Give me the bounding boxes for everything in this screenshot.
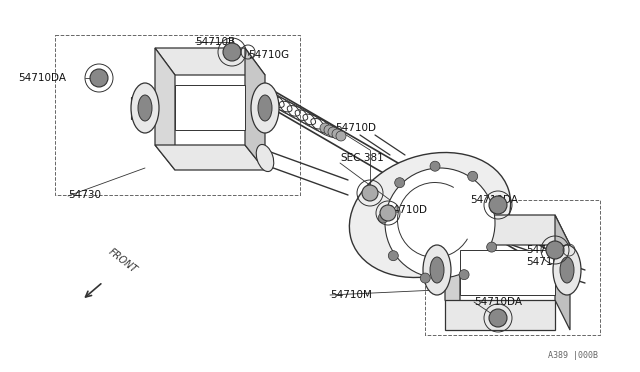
Text: 54710B: 54710B bbox=[195, 37, 235, 47]
Text: 54710M: 54710M bbox=[330, 290, 372, 300]
Polygon shape bbox=[155, 48, 175, 170]
Ellipse shape bbox=[349, 153, 511, 278]
Circle shape bbox=[336, 131, 346, 141]
Ellipse shape bbox=[138, 95, 152, 121]
Text: 54710D: 54710D bbox=[386, 205, 427, 215]
Text: 54710G: 54710G bbox=[526, 245, 567, 255]
Text: 54710G: 54710G bbox=[248, 50, 289, 60]
Circle shape bbox=[489, 196, 507, 214]
Circle shape bbox=[362, 185, 378, 201]
Text: 54730: 54730 bbox=[68, 190, 101, 200]
Circle shape bbox=[430, 161, 440, 171]
Polygon shape bbox=[555, 215, 570, 330]
Text: A389 |000B: A389 |000B bbox=[548, 351, 598, 360]
Ellipse shape bbox=[385, 168, 495, 278]
Text: 54710DA: 54710DA bbox=[18, 73, 66, 83]
Circle shape bbox=[388, 251, 398, 261]
Polygon shape bbox=[445, 215, 460, 330]
Text: 54710B: 54710B bbox=[526, 257, 566, 267]
Circle shape bbox=[395, 178, 404, 188]
Circle shape bbox=[490, 203, 500, 213]
Polygon shape bbox=[155, 145, 265, 170]
Circle shape bbox=[546, 241, 564, 259]
Circle shape bbox=[90, 69, 108, 87]
Circle shape bbox=[459, 270, 469, 280]
Ellipse shape bbox=[423, 245, 451, 295]
Circle shape bbox=[489, 309, 507, 327]
Text: 54710D: 54710D bbox=[335, 123, 376, 133]
Ellipse shape bbox=[430, 257, 444, 283]
Circle shape bbox=[380, 205, 396, 221]
Text: 54710DA: 54710DA bbox=[474, 297, 522, 307]
Ellipse shape bbox=[256, 144, 274, 171]
Polygon shape bbox=[460, 250, 555, 295]
Polygon shape bbox=[445, 215, 570, 245]
Ellipse shape bbox=[553, 245, 581, 295]
Polygon shape bbox=[445, 300, 555, 330]
Text: SEC.381: SEC.381 bbox=[340, 153, 384, 163]
Polygon shape bbox=[175, 85, 245, 130]
Circle shape bbox=[378, 213, 388, 223]
Circle shape bbox=[223, 43, 241, 61]
Circle shape bbox=[328, 127, 338, 137]
Circle shape bbox=[486, 242, 497, 252]
Circle shape bbox=[324, 125, 334, 135]
Circle shape bbox=[320, 123, 330, 133]
Circle shape bbox=[420, 273, 430, 283]
Ellipse shape bbox=[251, 83, 279, 133]
Polygon shape bbox=[245, 48, 265, 170]
Ellipse shape bbox=[258, 95, 272, 121]
Text: 54710DA: 54710DA bbox=[470, 195, 518, 205]
Ellipse shape bbox=[131, 83, 159, 133]
Circle shape bbox=[468, 171, 477, 181]
Ellipse shape bbox=[560, 257, 574, 283]
Circle shape bbox=[332, 129, 342, 139]
Polygon shape bbox=[155, 48, 265, 75]
Text: FRONT: FRONT bbox=[107, 247, 140, 275]
